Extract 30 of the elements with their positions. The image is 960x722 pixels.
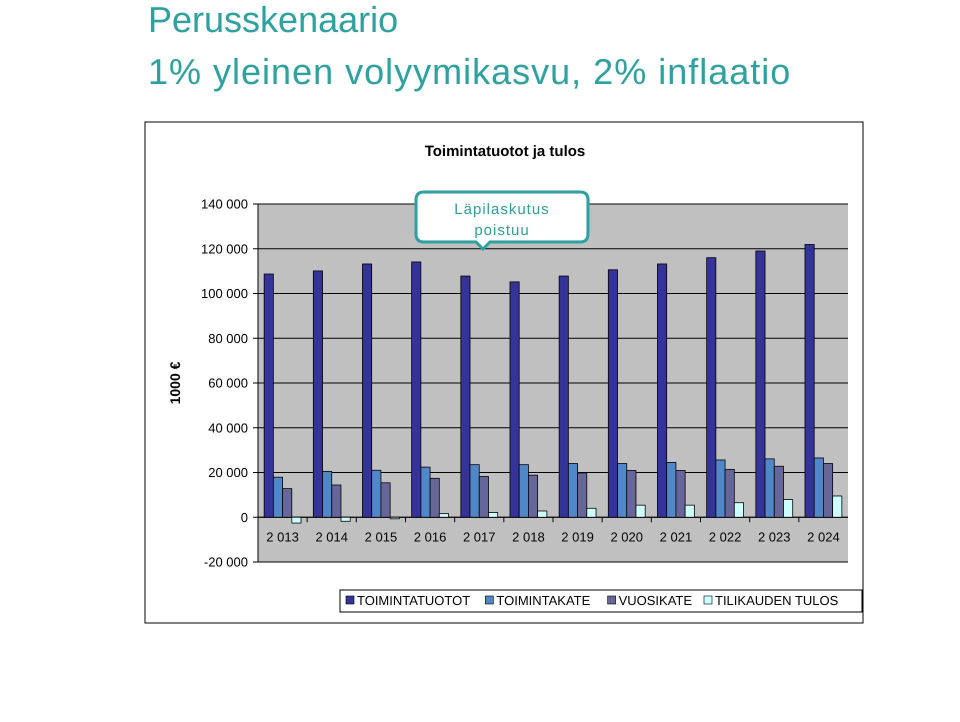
y-tick-label: 80 000 [208, 330, 248, 346]
x-tick-label: 2 019 [561, 529, 594, 544]
y-tick-label: 120 000 [201, 241, 248, 256]
y-tick-label: 140 000 [201, 196, 248, 212]
legend-label: TOIMINTATUOTOT [357, 593, 470, 608]
x-tick-label: 2 023 [758, 529, 791, 544]
chart-subtitle: 1% yleinen volyymikasvu, 2% inflaatio [148, 51, 792, 92]
x-tick-label: 2 015 [364, 529, 398, 544]
y-tick-label: 40 000 [208, 420, 248, 436]
y-tick-label: 0 [240, 510, 248, 525]
x-tick-label: 2 020 [610, 529, 644, 544]
y-tick-label: 100 000 [201, 286, 248, 302]
legend-label: VUOSIKATE [618, 593, 692, 608]
y-tick-label: 20 000 [208, 465, 248, 480]
x-tick-label: 2 016 [414, 529, 446, 544]
chart-title: Perusskenaario [148, 0, 398, 40]
x-tick-label: 2 021 [660, 529, 692, 544]
text: Toimintatuotot ja tulos [424, 143, 586, 160]
x-tick-label: 2 014 [315, 529, 348, 544]
y-tick-label: -20 000 [204, 554, 248, 570]
x-tick-label: 2 013 [266, 529, 299, 544]
legend-label: TOIMINTAKATE [496, 593, 591, 608]
x-tick-label: 2 017 [462, 529, 496, 544]
x-tick-label: 2 018 [512, 529, 545, 544]
legend-label: TILIKAUDEN TULOS [715, 593, 839, 608]
y-tick-label: 60 000 [208, 376, 248, 391]
annotation: Läpilaskutus poistuu [454, 201, 550, 239]
x-tick-label: 2 024 [807, 529, 840, 544]
y-axis-title: 1000 € [167, 361, 183, 404]
x-tick-label: 2 022 [708, 529, 742, 544]
